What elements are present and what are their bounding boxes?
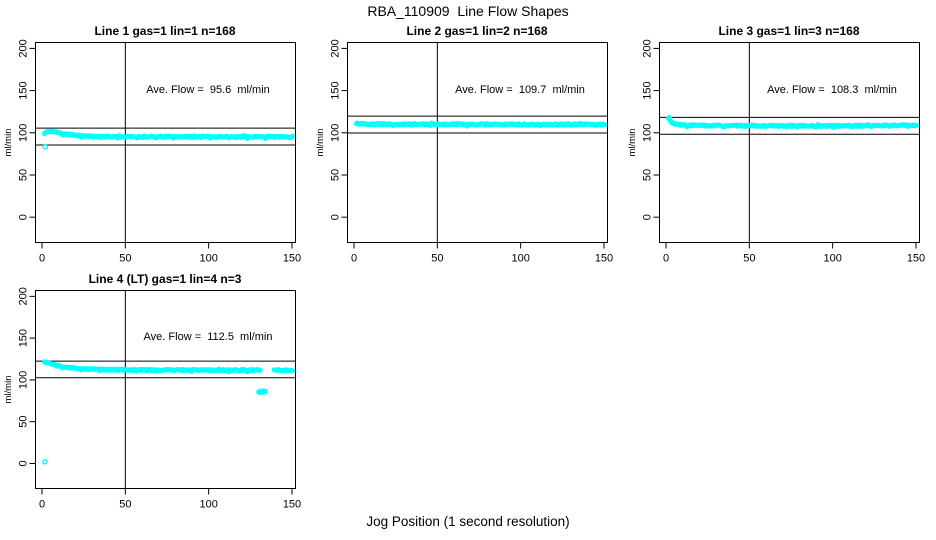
x-tick-label: 150 xyxy=(907,253,925,265)
panel-2-data-points xyxy=(353,120,608,129)
x-tick-label: 50 xyxy=(119,499,131,511)
x-tick-label: 50 xyxy=(431,253,443,265)
y-tick-label: 100 xyxy=(18,124,30,142)
plot-box xyxy=(659,42,920,243)
panel-1-ave-flow-annotation: Ave. Flow = 95.6 ml/min xyxy=(146,84,270,96)
y-tick-label: 200 xyxy=(18,287,30,305)
data-point xyxy=(602,122,608,128)
x-tick-label: 0 xyxy=(39,499,45,511)
panel-3: 0 50 100 150 0 50 100 150 200 ml/min xyxy=(627,39,925,264)
outlier-point xyxy=(354,120,361,127)
x-tick-label: 100 xyxy=(823,253,841,265)
x-tick-label: 150 xyxy=(283,253,301,265)
y-tick-label: 0 xyxy=(642,214,654,220)
outlier-point xyxy=(260,388,267,394)
x-tick-label: 50 xyxy=(119,253,131,265)
panel-1: 0 50 100 150 0 50 100 150 200 ml/min xyxy=(3,39,301,264)
y-tick-label: 50 xyxy=(642,169,654,181)
plot-box xyxy=(347,42,608,243)
y-tick-label: 200 xyxy=(642,39,654,57)
panel-2: 0 50 100 150 0 50 100 150 200 ml/min xyxy=(315,39,613,264)
panel-3-ave-flow-annotation: Ave. Flow = 108.3 ml/min xyxy=(767,84,897,96)
x-tick-label: 0 xyxy=(351,253,357,265)
panel-3-title: Line 3 gas=1 lin=3 n=168 xyxy=(718,24,860,38)
y-tick-label: 50 xyxy=(330,169,342,181)
data-point xyxy=(257,367,263,373)
y-tick-label: 100 xyxy=(642,124,654,142)
y-tick-label: 150 xyxy=(18,81,30,99)
y-tick-label: 150 xyxy=(330,81,342,99)
panel-4-title: Line 4 (LT) gas=1 lin=4 n=3 xyxy=(88,272,242,286)
data-point xyxy=(914,122,920,129)
y-tick-label: 150 xyxy=(642,81,654,99)
x-tick-label: 50 xyxy=(743,253,755,265)
data-point xyxy=(290,133,296,139)
panel-1-title: Line 1 gas=1 lin=1 n=168 xyxy=(94,24,236,38)
outlier-point xyxy=(42,143,49,150)
panel-4: 0 50 100 150 0 50 100 150 200 ml/min xyxy=(3,287,301,510)
y-axis-unit-label: ml/min xyxy=(3,376,14,404)
x-tick-label: 100 xyxy=(199,499,217,511)
y-tick-label: 200 xyxy=(18,39,30,57)
outlier-point xyxy=(666,114,673,121)
x-tick-label: 100 xyxy=(511,253,529,265)
plot-box xyxy=(35,42,296,243)
y-tick-label: 50 xyxy=(18,416,30,428)
y-tick-label: 0 xyxy=(18,214,30,220)
x-tick-label: 100 xyxy=(199,253,217,265)
x-axis-label: Jog Position (1 second resolution) xyxy=(366,514,570,529)
y-axis-unit-label: ml/min xyxy=(315,129,326,157)
y-axis-unit-label: ml/min xyxy=(627,129,638,157)
panel-2-ave-flow-annotation: Ave. Flow = 109.7 ml/min xyxy=(455,84,585,96)
panel-3-data-points xyxy=(665,114,920,130)
y-tick-label: 0 xyxy=(330,214,342,220)
x-tick-label: 150 xyxy=(595,253,613,265)
panel-2-title: Line 2 gas=1 lin=2 n=168 xyxy=(406,24,548,38)
y-tick-label: 100 xyxy=(18,371,30,389)
y-tick-label: 100 xyxy=(330,124,342,142)
y-tick-label: 200 xyxy=(330,39,342,57)
panel-4-data-points xyxy=(41,359,296,465)
page-title: RBA_110909 Line Flow Shapes xyxy=(367,3,569,19)
plot-box xyxy=(35,290,296,489)
outlier-point xyxy=(42,458,48,465)
x-tick-label: 0 xyxy=(39,253,45,265)
y-tick-label: 0 xyxy=(18,460,30,466)
y-axis-unit-label: ml/min xyxy=(3,129,14,157)
panel-4-ave-flow-annotation: Ave. Flow = 112.5 ml/min xyxy=(143,331,273,343)
panel-1-data-points xyxy=(41,128,296,150)
x-tick-label: 0 xyxy=(663,253,669,265)
x-tick-label: 150 xyxy=(283,499,301,511)
y-tick-label: 150 xyxy=(18,329,30,347)
data-point xyxy=(290,368,296,374)
y-tick-label: 50 xyxy=(18,169,30,181)
